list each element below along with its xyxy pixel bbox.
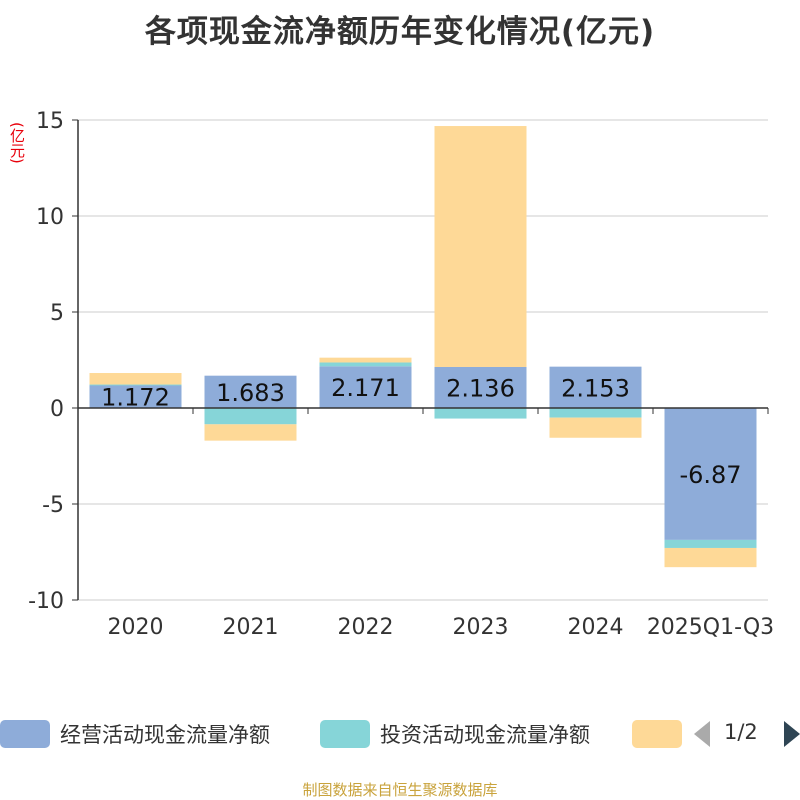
bar-2021-series-0[interactable] — [204, 375, 297, 408]
y-axis-unit: (亿元) — [8, 122, 26, 164]
legend-swatch-financing — [632, 720, 682, 748]
bar-2023-series-0[interactable] — [434, 366, 527, 408]
y-tick-label: 10 — [36, 205, 64, 230]
bar-2024-series-1[interactable] — [549, 408, 642, 418]
bar-2023-series-1[interactable] — [434, 408, 527, 419]
x-tick-label: 2021 — [223, 615, 279, 640]
x-tick-label: 2024 — [568, 615, 624, 640]
y-tick-label: 0 — [50, 397, 64, 422]
data-label-2023: 2.136 — [446, 374, 515, 402]
previous-page-icon[interactable] — [694, 721, 710, 747]
bar-2024-series-2[interactable] — [549, 417, 642, 438]
data-label-2021: 1.683 — [216, 379, 285, 407]
bar-2020-series-0[interactable] — [89, 385, 182, 408]
grid — [78, 119, 768, 601]
data-label-2025Q1-Q3: -6.87 — [679, 461, 741, 489]
legend-swatch-operating — [0, 720, 50, 748]
bar-2021-series-1[interactable] — [204, 408, 297, 425]
y-tick-label: -10 — [28, 589, 64, 614]
legend-pager: 1/2 — [692, 714, 800, 754]
legend: 经营活动现金流量净额 投资活动现金流量净额 1/2 — [0, 714, 800, 754]
y-tick-label: 15 — [36, 109, 64, 134]
bar-2020-series-2[interactable] — [89, 373, 182, 385]
legend-item-operating[interactable]: 经营活动现金流量净额 — [0, 714, 270, 754]
y-tick-label: 5 — [50, 301, 64, 326]
legend-page-indicator: 1/2 — [724, 720, 758, 744]
legend-label-operating: 经营活动现金流量净额 — [60, 723, 270, 747]
bar-2025Q1-Q3-series-1[interactable] — [664, 539, 757, 548]
bar-2025Q1-Q3-series-0[interactable] — [664, 408, 757, 540]
legend-label-investing: 投资活动现金流量净额 — [380, 723, 590, 747]
x-tick-label: 2020 — [108, 615, 164, 640]
x-tick-label: 2025Q1-Q3 — [647, 615, 774, 640]
y-tick-label: -5 — [42, 493, 64, 518]
bars — [89, 126, 757, 568]
x-tick-label: 2022 — [338, 615, 394, 640]
data-label-2020: 1.172 — [101, 384, 170, 412]
bar-2020-series-1[interactable] — [89, 384, 182, 386]
source-note: 制图数据来自恒生聚源数据库 — [302, 781, 498, 799]
bar-2024-series-0[interactable] — [549, 366, 642, 408]
bar-2023-series-2[interactable] — [434, 126, 527, 367]
bar-2022-series-2[interactable] — [319, 357, 412, 363]
bar-2025Q1-Q3-series-2[interactable] — [664, 547, 757, 568]
legend-item-investing[interactable]: 投资活动现金流量净额 — [320, 714, 590, 754]
data-label-2022: 2.171 — [331, 374, 400, 402]
axes: 15 10 5 0 -5 -10 2020 2021 2022 2023 2024 2025Q1-Q3 — [28, 109, 774, 640]
bar-2021-series-2[interactable] — [204, 424, 297, 441]
bar-2022-series-1[interactable] — [319, 362, 412, 367]
data-label-2024: 2.153 — [561, 374, 630, 402]
next-page-icon[interactable] — [784, 721, 800, 747]
chart-title: 各项现金流净额历年变化情况(亿元) — [144, 14, 656, 50]
bar-2022-series-0[interactable] — [319, 366, 412, 408]
chart: 15 10 5 0 -5 -10 2020 2021 2022 2023 2024 2025Q1-Q3… — [28, 109, 774, 640]
data-labels: 1.172 1.683 2.171 2.136 2.153 -6.87 — [101, 374, 741, 489]
x-tick-label: 2023 — [453, 615, 509, 640]
legend-swatch-investing — [320, 720, 370, 748]
legend-item-financing[interactable] — [632, 714, 692, 754]
